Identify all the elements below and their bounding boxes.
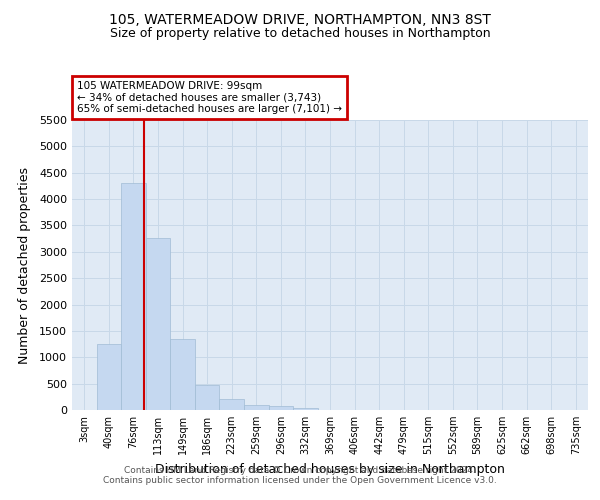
Y-axis label: Number of detached properties: Number of detached properties (17, 166, 31, 364)
Bar (293, 408, 318, 410)
Text: Contains HM Land Registry data © Crown copyright and database right 2024.
Contai: Contains HM Land Registry data © Crown c… (103, 466, 497, 485)
X-axis label: Distribution of detached houses by size in Northampton: Distribution of detached houses by size … (155, 462, 505, 475)
Bar (269, 406, 293, 410)
Bar (195, 385, 220, 410)
Text: Size of property relative to detached houses in Northampton: Size of property relative to detached ho… (110, 28, 490, 40)
Bar (97, 344, 121, 410)
Bar (121, 184, 146, 410)
Text: 105 WATERMEADOW DRIVE: 99sqm
← 34% of detached houses are smaller (3,743)
65% of: 105 WATERMEADOW DRIVE: 99sqm ← 34% of de… (77, 81, 342, 114)
Bar (170, 339, 195, 410)
Text: 105, WATERMEADOW DRIVE, NORTHAMPTON, NN3 8ST: 105, WATERMEADOW DRIVE, NORTHAMPTON, NN3… (109, 12, 491, 26)
Bar (220, 398, 244, 410)
Bar (146, 238, 170, 410)
Bar (244, 404, 269, 410)
